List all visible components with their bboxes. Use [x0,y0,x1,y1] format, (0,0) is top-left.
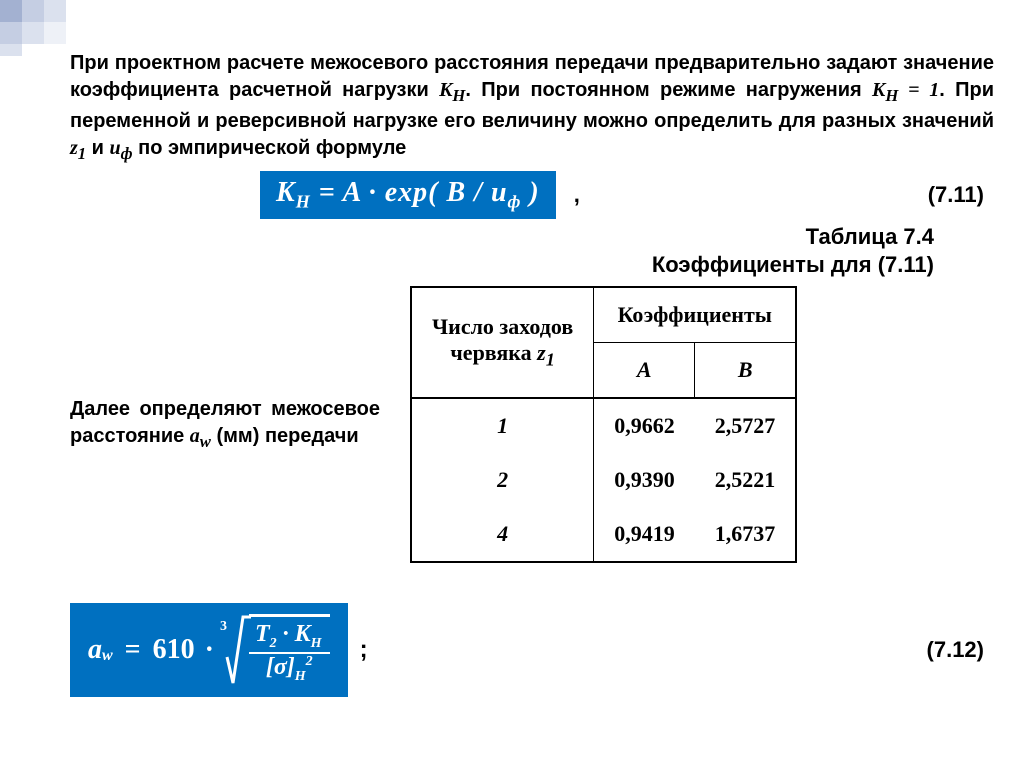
corner-decoration [0,0,120,50]
cell-a: 0,9419 [594,507,695,562]
cell-a: 0,9390 [594,453,695,507]
cell-b: 2,5221 [695,453,797,507]
fraction: T2 · KH [σ]H2 [249,614,330,685]
formula-semicolon: ; [360,636,368,664]
denominator: [σ]H2 [260,654,319,685]
coefficients-table: Число заходов червяка z1 Коэффициенты A … [410,286,797,563]
formula2-lhs: aw [88,634,113,666]
caption-line2: Коэффициенты для (7.11) [70,251,934,280]
text: . При постоянном режиме нагружения [465,79,872,101]
page-content: При проектном расчете межосевого расстоя… [70,50,994,697]
formula2-const: 610 [153,634,195,666]
formula-comma: , [574,182,580,208]
cell-b: 1,6737 [695,507,797,562]
side-paragraph: Далее определяют межосевое расстояние aw… [70,396,400,454]
mid-section: Далее определяют межосевое расстояние aw… [70,286,994,563]
table-caption: Таблица 7.4 Коэффициенты для (7.11) [70,223,934,280]
text: и [86,137,109,159]
intro-paragraph: При проектном расчете межосевого расстоя… [70,50,994,165]
cell-z: 1 [411,398,594,453]
text: по эмпирической формуле [133,137,407,159]
cell-z: 2 [411,453,594,507]
cell-b: 2,5727 [695,398,797,453]
var-z1: z1 [70,137,86,159]
table-row: 20,93902,5221 [411,453,796,507]
table-row: 10,96622,5727 [411,398,796,453]
cell-a: 0,9662 [594,398,695,453]
cell-z: 4 [411,507,594,562]
var-kh: KH [439,79,465,101]
header-b: B [695,342,797,398]
header-a: A [594,342,695,398]
header-z: Число заходов червяка z1 [411,287,594,398]
var-uf: uф [110,137,133,159]
equation-number-2: (7.12) [927,637,984,663]
formula-2-row: aw = 610 · 3 T2 · KH [σ]H2 ; (7. [70,603,994,697]
numerator: T2 · KH [249,621,330,652]
formula-1: KH = A · exp( B / uф ) [260,171,556,219]
var-kh-eq: KH = 1 [872,79,939,101]
root-symbol: 3 [220,613,251,687]
formula-1-row: KH = A · exp( B / uф ) , (7.11) [70,171,994,219]
formula-2: aw = 610 · 3 T2 · KH [σ]H2 [70,603,348,697]
header-coef: Коэффициенты [594,287,797,343]
caption-line1: Таблица 7.4 [70,223,934,252]
equation-number-1: (7.11) [928,182,984,208]
table-row: 40,94191,6737 [411,507,796,562]
